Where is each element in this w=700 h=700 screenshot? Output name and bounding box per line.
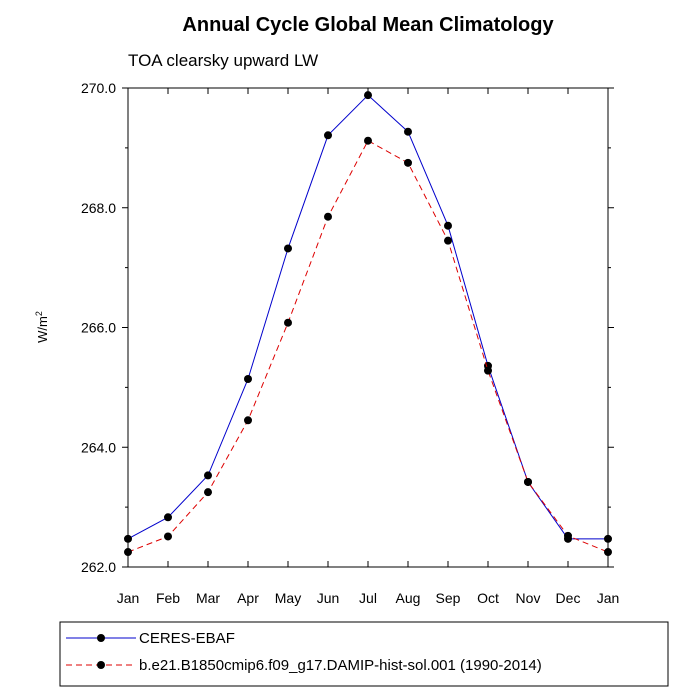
legend: CERES-EBAF b.e21.B1850cmip6.f09_g17.DAMIP… <box>66 630 542 674</box>
x-tick-label: May <box>275 590 301 606</box>
y-axis-label-sup: 2 <box>34 311 44 316</box>
axis-ticks <box>122 87 614 568</box>
x-tick-label: Oct <box>477 590 499 606</box>
y-tick-labels: 262.0 264.0 266.0 268.0 270.0 <box>81 80 116 575</box>
chart-subtitle: TOA clearsky upward LW <box>128 51 318 70</box>
x-tick-labels: Jan Feb Mar Apr May Jun Jul Aug Sep Oct Nov Dec Jan <box>117 590 620 606</box>
series-2-point <box>244 416 252 425</box>
legend-marker-2 <box>97 661 105 669</box>
series-1-point <box>604 534 612 543</box>
y-axis-label-base: W/m <box>35 316 50 343</box>
series-group <box>124 91 612 557</box>
series-2-point <box>324 212 332 221</box>
x-tick-label: Sep <box>436 590 461 606</box>
x-tick-label: Jul <box>359 590 377 606</box>
x-tick-label: Aug <box>396 590 421 606</box>
legend-marker-1 <box>97 634 105 642</box>
series-line-2 <box>127 140 609 553</box>
x-tick-label: Feb <box>156 590 180 606</box>
chart-title: Annual Cycle Global Mean Climatology <box>182 14 554 36</box>
x-tick-label: Mar <box>196 590 220 606</box>
x-tick-label: Apr <box>237 590 259 606</box>
series-1-point <box>204 471 212 480</box>
series-1-point <box>404 127 412 136</box>
series-1-point <box>164 513 172 522</box>
svg-text:W/m2: W/m2 <box>34 311 50 343</box>
series-2-point <box>204 488 212 497</box>
series-2-point <box>404 158 412 167</box>
y-tick-label: 266.0 <box>81 320 116 336</box>
series-2-point <box>444 236 452 245</box>
y-axis-label: W/m2 <box>34 311 50 343</box>
x-tick-label: Dec <box>556 590 581 606</box>
series-1-point <box>444 221 452 230</box>
plot-frame <box>127 87 609 568</box>
legend-label-1: CERES-EBAF <box>139 630 235 647</box>
series-2-point <box>524 477 532 486</box>
series-2-point <box>124 548 132 557</box>
series-1-point <box>244 374 252 383</box>
series-2-point <box>564 531 572 540</box>
series-1-point <box>124 534 132 543</box>
y-tick-label: 270.0 <box>81 80 116 96</box>
y-tick-label: 264.0 <box>81 439 116 455</box>
y-tick-label: 262.0 <box>81 559 116 575</box>
x-tick-label: Jan <box>597 590 620 606</box>
x-tick-label: Jan <box>117 590 140 606</box>
series-1-point <box>284 244 292 253</box>
legend-box <box>59 621 669 687</box>
series-1-point <box>364 91 372 100</box>
legend-label-2: b.e21.B1850cmip6.f09_g17.DAMIP-hist-sol.… <box>139 657 542 674</box>
series-2-point <box>364 136 372 145</box>
x-tick-label: Jun <box>317 590 340 606</box>
series-2-point <box>604 548 612 557</box>
series-1-point <box>324 131 332 140</box>
series-2-point <box>284 318 292 327</box>
series-2-point <box>164 532 172 541</box>
y-tick-label: 268.0 <box>81 200 116 216</box>
x-tick-label: Nov <box>516 590 541 606</box>
series-line-1 <box>127 94 608 540</box>
series-2-point <box>484 366 492 375</box>
